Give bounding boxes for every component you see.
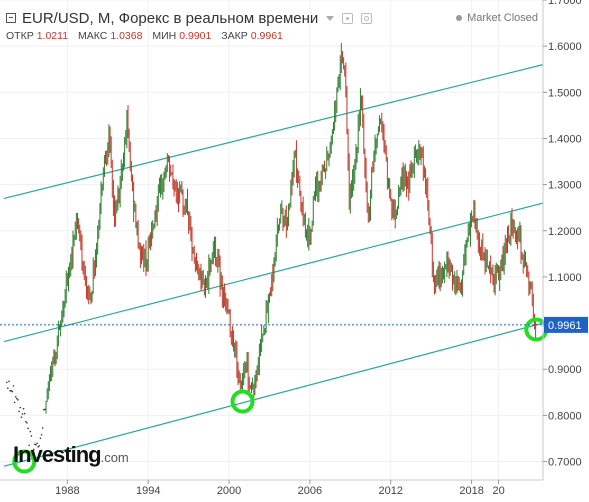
eye-icon[interactable] [342, 12, 354, 24]
logo-domain: .com [100, 450, 129, 465]
candle [25, 420, 27, 423]
x-tick-label: 2000 [217, 485, 241, 497]
x-tick-label: 1994 [136, 485, 160, 497]
x-tick-label: 20 [493, 485, 505, 497]
candle [36, 442, 38, 445]
ohlc-high-value: 1.0368 [110, 30, 143, 42]
candle [8, 380, 10, 383]
candle [17, 399, 19, 401]
highlight-circles [12, 317, 549, 474]
y-tick-label: 1.1000 [548, 272, 582, 284]
candle [28, 444, 30, 447]
candle [11, 390, 14, 393]
candle [5, 381, 8, 384]
ohlc-low-label: МИН [152, 30, 177, 42]
candle [31, 449, 34, 452]
trendline [3, 322, 544, 467]
plot-background [0, 0, 543, 480]
x-tick-label: 1988 [55, 485, 79, 497]
time-axis[interactable]: 1988 1994 2000 2006 2012 2018 20 [55, 480, 505, 497]
candle [13, 401, 16, 404]
title-row: EUR/USD, M, Форекс в реальном времени [6, 8, 546, 28]
candle [10, 389, 13, 392]
candle [7, 387, 9, 390]
ohlc-high-label: МАКС [77, 30, 108, 42]
highlight-circle [230, 389, 255, 414]
candle [18, 410, 20, 413]
chart-title: EUR/USD, M, Форекс в реальном времени [22, 9, 319, 27]
collapse-icon[interactable] [6, 13, 16, 23]
ohlc-close-label: ЗАКР [221, 30, 248, 42]
candlestick-series [5, 43, 537, 452]
candle [29, 430, 32, 433]
candle [27, 427, 29, 430]
candle [16, 397, 18, 400]
candle [30, 435, 33, 437]
candle [41, 427, 44, 429]
candle [37, 446, 39, 448]
candle [39, 437, 42, 440]
candle [38, 445, 41, 447]
logo-brand: Investing [13, 442, 102, 467]
ohlc-row: ОТКР 1.0211 МАКС 1.0368 МИН 0.9901 ЗАКР 0.99… [6, 30, 546, 42]
candle [23, 412, 26, 415]
y-tick-label: 1.2000 [548, 226, 582, 238]
caret-down-icon[interactable] [326, 15, 335, 21]
y-tick-label: 1.3000 [548, 180, 582, 192]
ohlc-open-value: 1.0211 [36, 30, 69, 42]
gear-icon[interactable] [361, 12, 373, 24]
chart-header: EUR/USD, M, Форекс в реальном времени Ma… [6, 8, 546, 48]
y-tick-label: 1.7000 [548, 0, 582, 7]
ohlc-close-value: 0.9961 [250, 30, 283, 42]
candle [19, 406, 22, 409]
price-axis[interactable]: 1.7000 1.6000 1.5000 1.4000 1.3000 1.2000 1.10… [543, 0, 582, 469]
candle [26, 422, 28, 424]
candle [40, 434, 43, 436]
ohlc-low-value: 0.9901 [179, 30, 212, 42]
candle [22, 407, 25, 410]
candle [21, 413, 24, 415]
ohlc-open-label: ОТКР [6, 30, 34, 42]
y-tick-label: 0.9000 [548, 364, 582, 376]
candle [14, 396, 17, 398]
y-tick-label: 1.6000 [548, 41, 582, 53]
y-tick-label: 1.5000 [548, 87, 582, 99]
candle [32, 448, 35, 451]
candle [12, 385, 15, 387]
x-tick-label: 2006 [298, 485, 322, 497]
trendline [3, 64, 544, 200]
x-tick-label: 2012 [379, 485, 403, 497]
last-price-text: 0.9961 [548, 320, 582, 332]
status-dot-icon [456, 15, 463, 21]
y-tick-label: 1.4000 [548, 133, 582, 145]
x-tick-label: 2018 [459, 485, 483, 497]
last-price-badge [544, 316, 588, 333]
y-tick-label: 0.8000 [548, 410, 582, 422]
candle [44, 408, 46, 411]
highlight-circle [12, 449, 37, 474]
candle [35, 443, 37, 446]
last-price-label: 0.9961 [544, 316, 588, 333]
market-status: Market Closed [456, 12, 538, 24]
candle [20, 416, 23, 418]
investing-logo: Investing .com [13, 442, 129, 468]
market-status-label: Market Closed [467, 12, 538, 24]
y-tick-label: 0.7000 [548, 457, 582, 469]
